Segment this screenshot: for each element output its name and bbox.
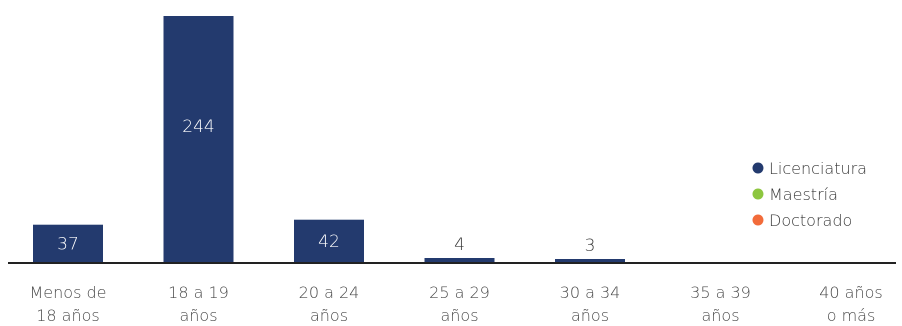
value-label-1: 244 bbox=[182, 117, 214, 137]
category-label-3-line-0: 25 a 29 bbox=[429, 283, 490, 302]
category-label-2-line-1: años bbox=[310, 306, 348, 325]
category-label-6-line-1: o más bbox=[827, 306, 876, 325]
category-labels-group: Menos de 18 años 18 a 19 años 20 a 24 años 25 … bbox=[30, 283, 883, 325]
legend-marker-2 bbox=[752, 214, 764, 226]
bar-0 bbox=[33, 224, 103, 262]
category-label-3-line-1: años bbox=[440, 306, 478, 325]
bar-2 bbox=[294, 219, 364, 262]
legend-label-0: Licenciatura bbox=[769, 159, 867, 178]
bar-3 bbox=[424, 258, 495, 262]
legend-marker-0 bbox=[752, 162, 764, 174]
legend: Licenciatura Maestría Doctorado bbox=[752, 159, 867, 230]
legend-marker-1 bbox=[752, 188, 764, 200]
category-label-0-line-1: 18 años bbox=[36, 306, 100, 325]
bar-4 bbox=[555, 259, 625, 262]
bars-group bbox=[33, 16, 625, 262]
value-label-2: 42 bbox=[318, 232, 340, 252]
category-label-4-line-0: 30 a 34 bbox=[560, 283, 621, 302]
value-labels-group: 37 244 42 4 3 bbox=[57, 117, 595, 256]
category-label-0-line-0: Menos de bbox=[30, 283, 107, 302]
value-label-3: 4 bbox=[454, 235, 465, 255]
legend-label-1: Maestría bbox=[769, 185, 838, 204]
legend-label-2: Doctorado bbox=[769, 211, 852, 230]
category-label-1-line-1: años bbox=[179, 306, 217, 325]
value-label-4: 3 bbox=[585, 236, 596, 256]
category-label-2-line-0: 20 a 24 bbox=[299, 283, 360, 302]
category-label-6-line-0: 40 años bbox=[819, 283, 883, 302]
bar-1 bbox=[163, 16, 234, 262]
category-label-1-line-0: 18 a 19 bbox=[168, 283, 229, 302]
value-label-0: 37 bbox=[57, 234, 79, 254]
category-label-5-line-0: 35 a 39 bbox=[690, 283, 751, 302]
category-label-5-line-1: años bbox=[701, 306, 739, 325]
category-label-4-line-1: años bbox=[571, 306, 609, 325]
